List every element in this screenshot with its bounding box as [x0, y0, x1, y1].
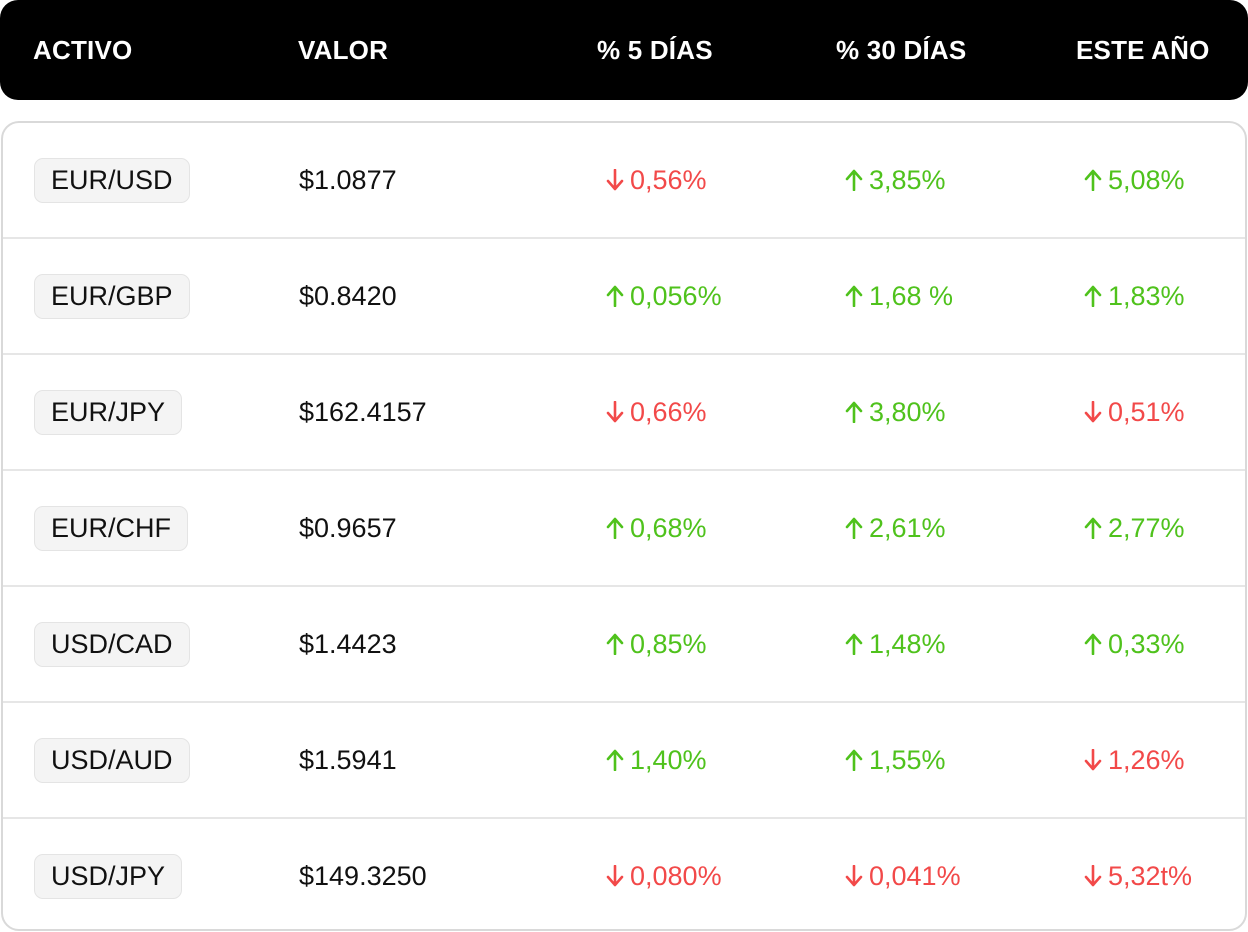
- change-this-year-text: 1,26%: [1108, 744, 1185, 775]
- arrow-up-icon: [606, 633, 624, 655]
- change-5-days-text: 0,056%: [630, 280, 722, 311]
- arrow-down-icon: [606, 865, 624, 887]
- change-30-days-cell: 1,68 %: [845, 239, 953, 353]
- change-5-days-cell: 0,68%: [606, 471, 707, 585]
- change-this-year-text: 0,33%: [1108, 628, 1185, 659]
- asset-badge[interactable]: EUR/JPY: [34, 389, 183, 435]
- change-30-days-text: 2,61%: [869, 512, 946, 543]
- change-this-year-cell: 0,33%: [1084, 587, 1185, 701]
- change-this-year-text: 0,51%: [1108, 396, 1185, 427]
- header-value: VALOR: [298, 35, 389, 65]
- asset-badge[interactable]: USD/AUD: [34, 737, 190, 783]
- arrow-up-icon: [1084, 169, 1102, 191]
- change-30-days-text: 1,68 %: [869, 280, 954, 311]
- arrow-down-icon: [606, 169, 624, 191]
- table-row[interactable]: EUR/GBP $0.8420 0,056% 1,68 % 1,83%: [3, 239, 1245, 355]
- change-this-year-text: 2,77%: [1108, 512, 1185, 543]
- arrow-down-icon: [845, 865, 863, 887]
- arrow-up-icon: [845, 285, 863, 307]
- change-this-year-cell: 5,08%: [1084, 123, 1185, 237]
- table-row[interactable]: EUR/CHF $0.9657 0,68% 2,61% 2,77%: [3, 471, 1245, 587]
- asset-badge[interactable]: EUR/CHF: [34, 505, 188, 551]
- header-30-days: % 30 DÍAS: [836, 35, 967, 65]
- change-30-days-cell: 3,80%: [845, 355, 946, 469]
- table-row[interactable]: EUR/JPY $162.4157 0,66% 3,80% 0,51%: [3, 355, 1245, 471]
- value-cell: $1.4423: [299, 628, 397, 659]
- asset-cell: EUR/USD: [34, 123, 190, 237]
- table-header: ACTIVO VALOR % 5 DÍAS % 30 DÍAS ESTE AÑO: [0, 0, 1248, 100]
- asset-cell: EUR/JPY: [34, 355, 183, 469]
- change-this-year-text: 5,32t%: [1108, 860, 1193, 891]
- change-30-days-text: 3,85%: [869, 164, 946, 195]
- asset-cell: EUR/GBP: [34, 239, 190, 353]
- arrow-up-icon: [845, 749, 863, 771]
- change-30-days-cell: 1,55%: [845, 703, 946, 817]
- table-row[interactable]: USD/JPY $149.3250 0,080% 0,041% 5,32t%: [3, 819, 1245, 929]
- change-30-days-text: 1,55%: [869, 744, 946, 775]
- header-asset: ACTIVO: [33, 35, 133, 65]
- arrow-down-icon: [1084, 401, 1102, 423]
- asset-badge[interactable]: EUR/GBP: [34, 273, 190, 319]
- change-30-days-text: 3,80%: [869, 396, 946, 427]
- value-cell: $0.9657: [299, 512, 397, 543]
- value-cell: $162.4157: [299, 396, 427, 427]
- change-30-days-cell: 0,041%: [845, 819, 961, 929]
- change-this-year-cell: 5,32t%: [1084, 819, 1193, 929]
- change-this-year-cell: 1,83%: [1084, 239, 1185, 353]
- arrow-down-icon: [1084, 749, 1102, 771]
- change-30-days-text: 0,041%: [869, 860, 961, 891]
- asset-cell: USD/AUD: [34, 703, 190, 817]
- change-5-days-cell: 0,056%: [606, 239, 722, 353]
- change-30-days-cell: 2,61%: [845, 471, 946, 585]
- asset-badge[interactable]: USD/CAD: [34, 621, 190, 667]
- change-30-days-cell: 1,48%: [845, 587, 946, 701]
- asset-cell: USD/CAD: [34, 587, 190, 701]
- change-5-days-text: 0,66%: [630, 396, 707, 427]
- change-30-days-cell: 3,85%: [845, 123, 946, 237]
- change-this-year-cell: 2,77%: [1084, 471, 1185, 585]
- table-row[interactable]: USD/AUD $1.5941 1,40% 1,55% 1,26%: [3, 703, 1245, 819]
- change-this-year-cell: 1,26%: [1084, 703, 1185, 817]
- table-row[interactable]: USD/CAD $1.4423 0,85% 1,48% 0,33%: [3, 587, 1245, 703]
- arrow-up-icon: [845, 401, 863, 423]
- change-5-days-cell: 0,85%: [606, 587, 707, 701]
- header-5-days: % 5 DÍAS: [597, 35, 713, 65]
- arrow-up-icon: [1084, 633, 1102, 655]
- change-this-year-text: 5,08%: [1108, 164, 1185, 195]
- arrow-up-icon: [1084, 285, 1102, 307]
- asset-badge[interactable]: USD/JPY: [34, 853, 183, 899]
- change-5-days-text: 0,080%: [630, 860, 722, 891]
- asset-badge[interactable]: EUR/USD: [34, 157, 190, 203]
- change-30-days-text: 1,48%: [869, 628, 946, 659]
- arrow-up-icon: [606, 749, 624, 771]
- arrow-up-icon: [845, 517, 863, 539]
- change-5-days-text: 0,85%: [630, 628, 707, 659]
- change-5-days-cell: 0,080%: [606, 819, 722, 929]
- value-cell: $1.0877: [299, 164, 397, 195]
- value-cell: $1.5941: [299, 744, 397, 775]
- arrow-down-icon: [1084, 865, 1102, 887]
- asset-cell: EUR/CHF: [34, 471, 188, 585]
- table-row[interactable]: EUR/USD $1.0877 0,56% 3,85% 5,08%: [3, 123, 1245, 239]
- change-5-days-cell: 0,56%: [606, 123, 707, 237]
- rates-table: EUR/USD $1.0877 0,56% 3,85% 5,08% EUR/GBP $0.8…: [1, 121, 1247, 931]
- header-this-year: ESTE AÑO: [1076, 35, 1210, 65]
- change-5-days-cell: 0,66%: [606, 355, 707, 469]
- change-5-days-cell: 1,40%: [606, 703, 707, 817]
- value-cell: $0.8420: [299, 280, 397, 311]
- change-5-days-text: 0,56%: [630, 164, 707, 195]
- arrow-up-icon: [1084, 517, 1102, 539]
- arrow-up-icon: [845, 169, 863, 191]
- value-cell: $149.3250: [299, 860, 427, 891]
- change-5-days-text: 1,40%: [630, 744, 707, 775]
- change-this-year-cell: 0,51%: [1084, 355, 1185, 469]
- arrow-up-icon: [606, 285, 624, 307]
- arrow-up-icon: [845, 633, 863, 655]
- change-this-year-text: 1,83%: [1108, 280, 1185, 311]
- asset-cell: USD/JPY: [34, 819, 183, 929]
- arrow-down-icon: [606, 401, 624, 423]
- arrow-up-icon: [606, 517, 624, 539]
- change-5-days-text: 0,68%: [630, 512, 707, 543]
